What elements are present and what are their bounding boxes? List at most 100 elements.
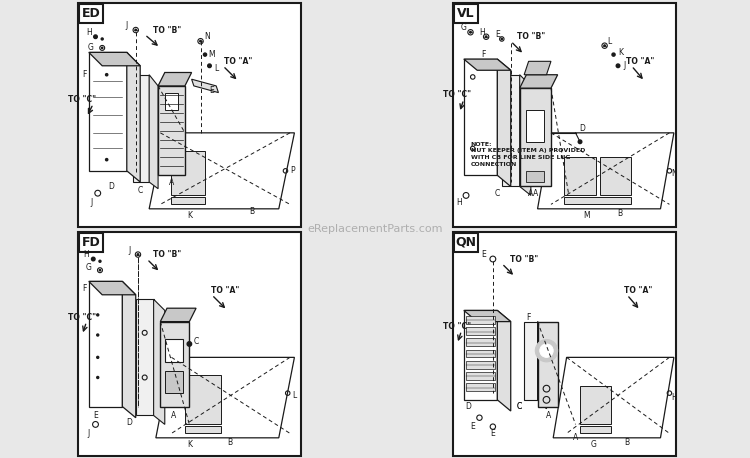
Bar (600, 158, 632, 196)
Text: C: C (194, 337, 199, 346)
Text: J: J (623, 61, 626, 70)
Text: TO "C": TO "C" (443, 90, 471, 99)
Bar (466, 361, 495, 369)
Text: D: D (108, 182, 114, 191)
Text: C: C (495, 189, 500, 198)
Text: TO "C": TO "C" (443, 322, 471, 331)
Text: A: A (528, 189, 533, 198)
Polygon shape (520, 88, 551, 186)
Text: F: F (526, 313, 531, 322)
Polygon shape (136, 299, 154, 415)
Circle shape (604, 45, 605, 46)
Circle shape (203, 53, 206, 56)
Text: L: L (607, 37, 611, 46)
Bar (79, 233, 104, 252)
Polygon shape (156, 357, 295, 438)
Text: N: N (205, 32, 210, 41)
Polygon shape (134, 75, 149, 182)
Text: TO "B": TO "B" (510, 255, 538, 263)
Text: L: L (292, 391, 296, 400)
Text: M: M (209, 50, 215, 59)
Text: TO "A": TO "A" (211, 286, 239, 295)
Polygon shape (520, 75, 531, 196)
Text: eReplacementParts.com: eReplacementParts.com (308, 224, 442, 234)
Text: H: H (84, 250, 89, 259)
Circle shape (137, 254, 139, 256)
Text: C: C (517, 402, 522, 411)
Text: N: N (671, 169, 676, 178)
Circle shape (94, 35, 98, 38)
Circle shape (200, 40, 201, 42)
Text: C: C (137, 186, 142, 196)
Text: J: J (90, 197, 92, 207)
Text: K: K (618, 48, 622, 57)
Polygon shape (520, 75, 558, 88)
Text: M: M (584, 211, 590, 220)
Bar (79, 4, 104, 23)
Text: E: E (209, 86, 214, 95)
Text: E: E (495, 30, 500, 39)
Circle shape (540, 344, 554, 357)
Polygon shape (88, 281, 122, 407)
Polygon shape (160, 308, 196, 322)
Text: C: C (517, 402, 522, 411)
Text: K: K (187, 440, 192, 449)
Text: D: D (126, 418, 132, 427)
Polygon shape (524, 61, 551, 75)
Bar (165, 339, 183, 362)
Polygon shape (149, 133, 295, 209)
Bar (466, 327, 495, 335)
Text: A: A (546, 411, 551, 420)
Polygon shape (122, 281, 136, 418)
Text: TO "A": TO "A" (626, 57, 655, 66)
Bar (580, 387, 611, 425)
Bar (526, 171, 544, 182)
Polygon shape (464, 311, 511, 322)
Bar (466, 349, 495, 357)
Polygon shape (554, 357, 674, 438)
Text: A: A (532, 189, 538, 198)
Text: A: A (171, 411, 176, 420)
Polygon shape (464, 59, 497, 175)
Text: A: A (169, 178, 174, 186)
Text: TO "B": TO "B" (153, 250, 182, 259)
Circle shape (101, 47, 103, 49)
Text: TO "C": TO "C" (68, 313, 96, 322)
Text: B: B (227, 438, 232, 447)
Text: G: G (460, 23, 466, 33)
Text: F: F (82, 70, 86, 79)
Bar (466, 338, 495, 346)
Polygon shape (524, 322, 538, 400)
Text: G: G (88, 44, 94, 52)
Circle shape (92, 257, 95, 261)
Bar (466, 383, 495, 391)
Bar (466, 372, 495, 380)
Bar (580, 425, 611, 433)
Circle shape (101, 38, 104, 40)
Polygon shape (88, 52, 140, 66)
Circle shape (106, 158, 108, 161)
Bar (165, 93, 178, 110)
Text: D: D (579, 124, 585, 133)
Polygon shape (158, 86, 185, 175)
Circle shape (470, 32, 471, 33)
Text: H: H (478, 28, 484, 37)
Bar (172, 151, 205, 196)
Circle shape (97, 356, 99, 358)
Circle shape (536, 339, 558, 362)
Text: TO "C": TO "C" (68, 95, 96, 104)
Polygon shape (497, 59, 511, 186)
Text: E: E (490, 429, 495, 438)
Circle shape (99, 260, 101, 262)
Text: G: G (86, 263, 92, 273)
Text: G: G (590, 440, 596, 449)
Polygon shape (149, 75, 158, 189)
Circle shape (578, 140, 582, 143)
Polygon shape (88, 52, 127, 171)
Polygon shape (497, 311, 511, 411)
Text: B: B (250, 207, 254, 216)
Text: TO "A": TO "A" (624, 286, 652, 295)
Polygon shape (502, 75, 520, 186)
Text: E: E (482, 250, 486, 259)
Polygon shape (464, 59, 511, 70)
